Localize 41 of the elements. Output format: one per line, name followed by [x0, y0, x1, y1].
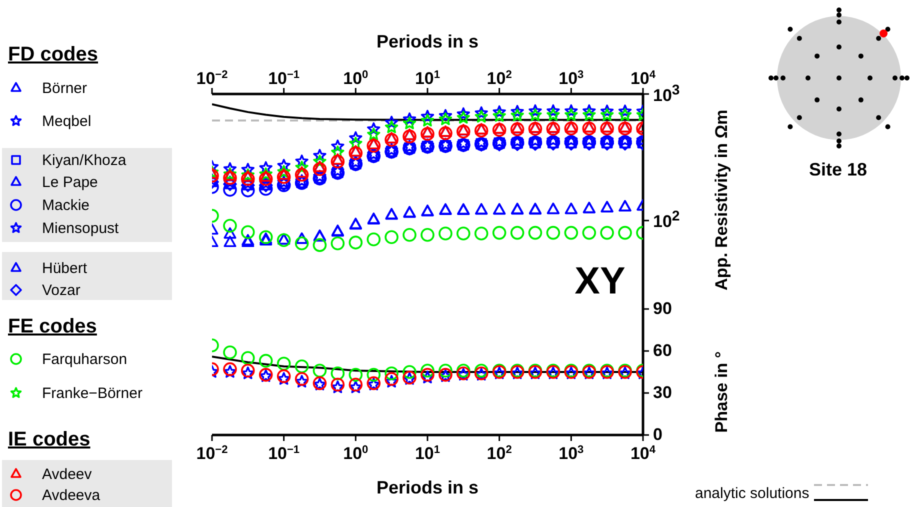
legend-label: Kiyan/Khoza [42, 152, 126, 168]
annotation: XY [574, 260, 626, 302]
y-axis-title: App. Resistivity in Ωm [712, 110, 731, 290]
legend-label: Mackie [42, 196, 90, 214]
text: FD codes [8, 44, 98, 66]
legend-label: Le Pape [42, 174, 98, 190]
y-tick-label: 60 [653, 341, 672, 360]
legend-label: Miensopust [42, 220, 119, 236]
x-tick-label: 10$^{−2}$ [196, 444, 228, 463]
y-tick-label: 90 [653, 299, 672, 318]
text: FE codes [8, 316, 97, 338]
y-tick-label: 10$^{2}$ [653, 208, 680, 232]
y-tick-label: 0 [653, 425, 662, 444]
x-tick-label: 10$^{0}$ [343, 69, 368, 88]
text: analytic solutions [695, 484, 810, 502]
x-tick-label: 10$^{−1}$ [268, 69, 300, 88]
legend-label: Avdeeva [42, 486, 100, 504]
x-tick-label: 10$^{2}$ [486, 69, 512, 88]
x-tick-label: 10$^{2}$ [486, 444, 512, 463]
legend-label: Hübert [42, 260, 88, 276]
x-tick-label: 10$^{4}$ [630, 69, 656, 88]
text: IE codes [8, 428, 90, 450]
legend-label: Avdeev [42, 466, 92, 482]
text: Site 18 [808, 160, 868, 180]
legend-label: Meqbel [42, 112, 92, 130]
y-tick-label: 30 [653, 383, 672, 402]
x-tick-label: 10$^{0}$ [343, 444, 368, 463]
x-tick-label: 10$^{4}$ [630, 444, 656, 463]
legend-label: Börner [42, 80, 88, 96]
x-tick-label: 10$^{−1}$ [268, 444, 300, 463]
legend-label: Vozar [42, 282, 80, 298]
legend-label: Farquharson [42, 350, 128, 368]
x-tick-label: 10$^{1}$ [414, 69, 440, 88]
x-axis-title: Periods in s [376, 478, 479, 498]
legend-label: Franke−Börner [42, 384, 142, 402]
x-axis-title: Periods in s [376, 32, 479, 52]
x-tick-label: 10$^{3}$ [558, 69, 584, 88]
x-tick-label: 10$^{1}$ [414, 444, 440, 463]
x-tick-label: 10$^{3}$ [558, 444, 584, 463]
y-axis-title: Phase in ° [712, 351, 731, 433]
x-tick-label: 10$^{−2}$ [196, 69, 228, 88]
